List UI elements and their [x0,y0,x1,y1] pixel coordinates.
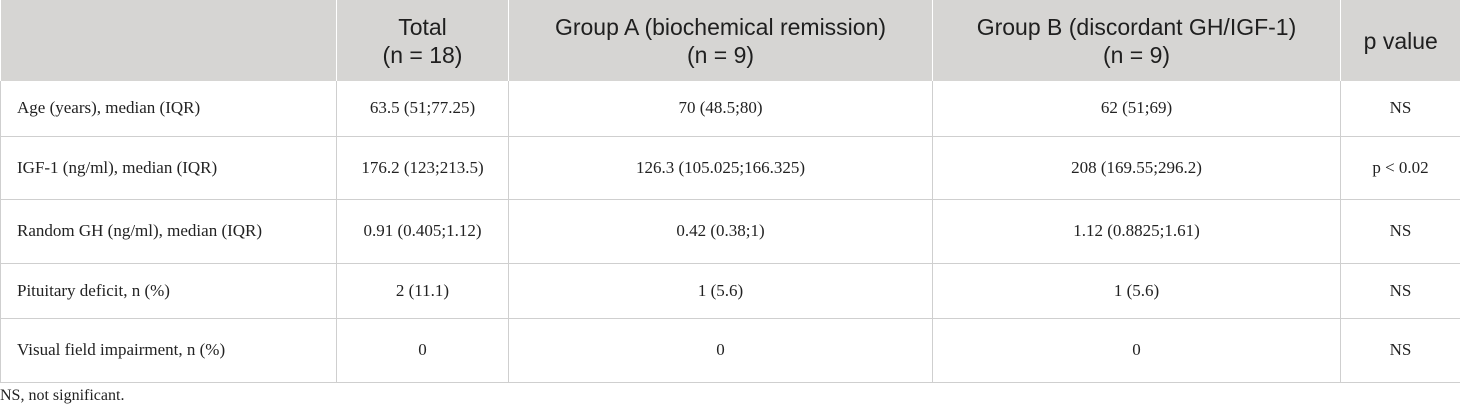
table-row: Random GH (ng/ml), median (IQR) 0.91 (0.… [0,199,1460,264]
p-value: NS [1340,81,1460,137]
table-row: Visual field impairment, n (%) 0 0 0 NS [0,318,1460,383]
header-empty-cell [0,0,337,81]
results-table: Total (n = 18) Group A (biochemical remi… [0,0,1460,383]
group-b-value: 1 (5.6) [932,263,1341,319]
group-b-value: 0 [932,318,1341,383]
total-value: 0 [336,318,509,383]
row-label: Visual field impairment, n (%) [0,318,337,383]
p-value: NS [1340,318,1460,383]
table-row: Pituitary deficit, n (%) 2 (11.1) 1 (5.6… [0,263,1460,319]
group-a-value: 70 (48.5;80) [508,81,933,137]
group-a-value: 126.3 (105.025;166.325) [508,136,933,200]
header-row: Total (n = 18) Group A (biochemical remi… [0,0,1460,81]
group-a-value: 0 [508,318,933,383]
header-total: Total (n = 18) [336,0,509,81]
p-value: NS [1340,263,1460,319]
p-value: NS [1340,199,1460,264]
header-p-value: p value [1340,0,1460,81]
total-value: 2 (11.1) [336,263,509,319]
total-value: 63.5 (51;77.25) [336,81,509,137]
header-group-a: Group A (biochemical remission) (n = 9) [508,0,933,81]
row-label: Pituitary deficit, n (%) [0,263,337,319]
row-label: Random GH (ng/ml), median (IQR) [0,199,337,264]
row-label: IGF-1 (ng/ml), median (IQR) [0,136,337,200]
group-a-value: 1 (5.6) [508,263,933,319]
group-b-value: 62 (51;69) [932,81,1341,137]
row-label: Age (years), median (IQR) [0,81,337,137]
table-row: Age (years), median (IQR) 63.5 (51;77.25… [0,81,1460,137]
group-b-value: 1.12 (0.8825;1.61) [932,199,1341,264]
total-value: 176.2 (123;213.5) [336,136,509,200]
total-value: 0.91 (0.405;1.12) [336,199,509,264]
table-footnote: NS, not significant. [0,387,125,404]
p-value: p < 0.02 [1340,136,1460,200]
header-group-b: Group B (discordant GH/IGF-1) (n = 9) [932,0,1341,81]
group-b-value: 208 (169.55;296.2) [932,136,1341,200]
group-a-value: 0.42 (0.38;1) [508,199,933,264]
table-row: IGF-1 (ng/ml), median (IQR) 176.2 (123;2… [0,136,1460,200]
